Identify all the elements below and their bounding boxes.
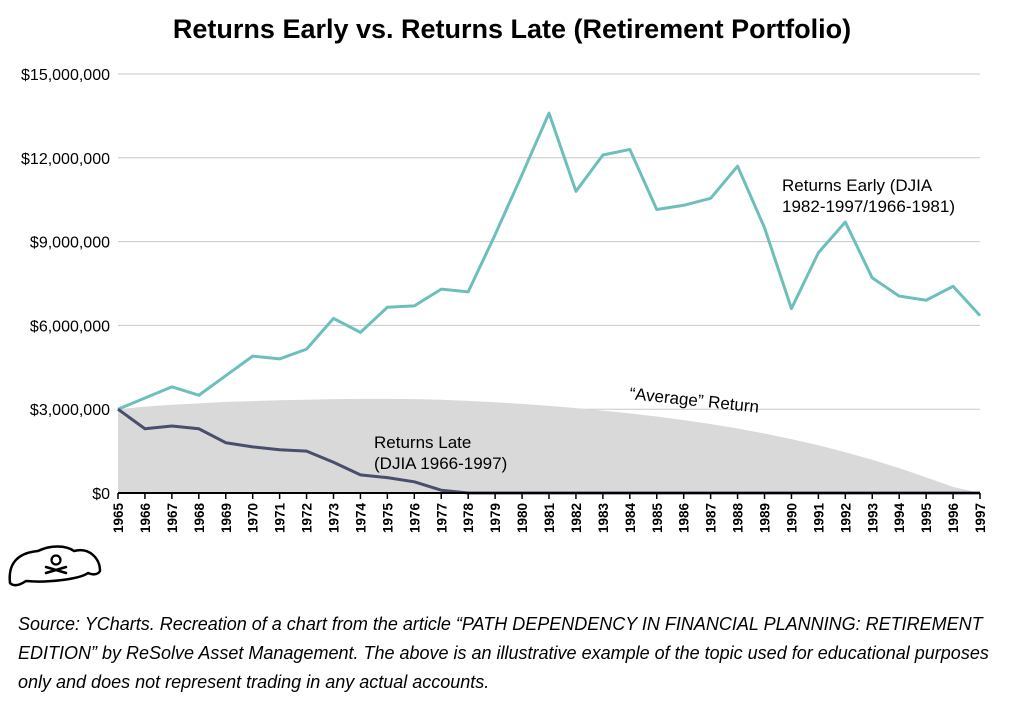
x-tick-label: 1990 — [784, 503, 799, 533]
x-tick-label: 1970 — [246, 503, 261, 533]
x-tick-label: 1966 — [138, 503, 153, 534]
y-tick-label: $0 — [92, 486, 110, 503]
x-tick-label: 1995 — [919, 503, 934, 534]
x-tick-label: 1974 — [353, 503, 368, 534]
x-tick-label: 1965 — [111, 503, 126, 534]
label-returns-late: Returns Late (DJIA 1966-1997) — [374, 433, 507, 473]
x-tick-label: 1997 — [973, 503, 988, 533]
x-tick-label: 1982 — [569, 503, 584, 533]
series-line-returns-early — [117, 111, 982, 411]
x-tick-label: 1969 — [219, 503, 234, 533]
x-tick-label: 1975 — [380, 503, 395, 534]
x-tick-label: 1986 — [677, 503, 692, 534]
axes: $0 $3,000,000 $6,000,000 $9,000,000 $12,000,… — [21, 67, 988, 533]
x-tick-label: 1978 — [461, 503, 476, 534]
average-return-fill — [118, 398, 980, 493]
x-tick-label: 1972 — [300, 503, 315, 533]
x-tick-label: 1979 — [488, 503, 503, 533]
pirate-hat-icon — [8, 545, 102, 587]
x-tick-label: 1968 — [192, 503, 207, 534]
x-tick-label: 1987 — [704, 503, 719, 533]
y-tick-label: $3,000,000 — [30, 402, 110, 419]
x-tick-label: 1992 — [838, 503, 853, 533]
x-tick-label: 1993 — [865, 503, 880, 534]
x-tick-label: 1971 — [273, 503, 288, 534]
x-tick-label: 1967 — [165, 503, 180, 533]
average-return-area — [118, 398, 980, 493]
x-tick-label: 1985 — [650, 503, 665, 534]
label-average-return: “Average” Return — [629, 384, 760, 416]
x-tick-label: 1981 — [542, 503, 557, 534]
x-tick-label: 1977 — [434, 503, 449, 533]
x-tick-label: 1988 — [731, 503, 746, 534]
x-tick-label: 1973 — [327, 503, 342, 534]
label-returns-early: Returns Early (DJIA 1982-1997/1966-1981) — [782, 176, 955, 216]
x-tick-label: 1980 — [515, 503, 530, 533]
y-tick-label: $6,000,000 — [30, 318, 110, 335]
x-tick-label: 1984 — [623, 503, 638, 534]
x-tick-label: 1991 — [811, 503, 826, 534]
y-tick-label: $9,000,000 — [30, 235, 110, 252]
y-tick-label: $15,000,000 — [21, 67, 110, 84]
source-note: Source: YCharts. Recreation of a chart f… — [18, 614, 989, 692]
chart-title: Returns Early vs. Returns Late (Retireme… — [172, 14, 852, 44]
x-tick-label: 1983 — [596, 503, 611, 534]
x-tick-label: 1976 — [407, 503, 422, 534]
x-tick-label: 1989 — [758, 503, 773, 533]
x-tick-label: 1996 — [946, 503, 961, 534]
x-tick-label: 1994 — [892, 503, 907, 534]
y-tick-label: $12,000,000 — [21, 151, 110, 168]
